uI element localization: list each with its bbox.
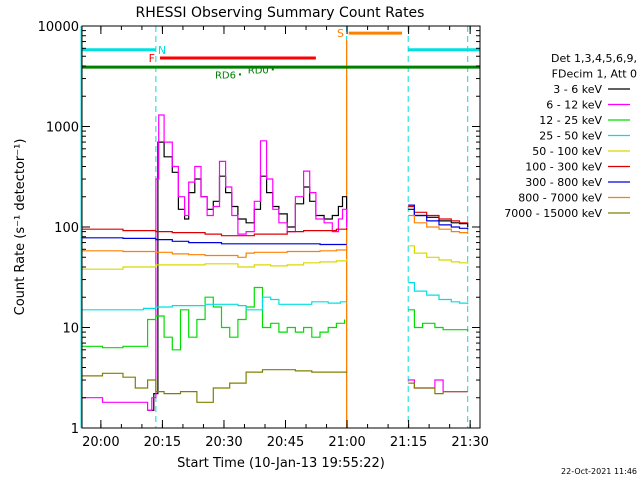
- series-line-0-seg0: [147, 141, 348, 411]
- y-tick-label: 100: [54, 221, 79, 236]
- legend-label: 300 - 800 keV: [525, 176, 602, 189]
- series-line-1-seg0: [82, 114, 348, 411]
- annotation-point: [238, 73, 241, 76]
- y-tick-label: 1: [71, 422, 79, 437]
- x-tick-label: 21:00: [328, 435, 365, 450]
- legend-label: 50 - 100 keV: [532, 145, 602, 158]
- legend-label: 7000 - 15000 keV: [504, 207, 602, 220]
- legend-label: 3 - 6 keV: [553, 83, 602, 96]
- series-line-3-seg1: [408, 282, 469, 305]
- x-tick-label: 20:15: [144, 435, 181, 450]
- y-axis-label: Count Rate (s⁻¹ detector⁻¹): [13, 139, 28, 316]
- legend-title-line: FDecim 1, Att 0: [552, 68, 637, 81]
- legend-label: 100 - 300 keV: [525, 161, 602, 174]
- y-tick-label: 1000: [46, 121, 79, 136]
- y-tick-label: 10000: [38, 20, 79, 35]
- x-tick-label: 21:30: [451, 435, 488, 450]
- chart-title: RHESSI Observing Summary Count Rates: [136, 5, 425, 21]
- series-line-3-seg0: [82, 296, 347, 311]
- annotation-bar-label: N: [158, 44, 166, 57]
- legend-label: 6 - 12 keV: [546, 99, 602, 112]
- x-axis: 20:00 20:15 20:30 20:45 21:00 21:15 21:30: [82, 26, 489, 450]
- x-tick-label: 20:00: [82, 435, 119, 450]
- plot-frame: [81, 25, 481, 429]
- series-line-5-seg0: [82, 227, 348, 237]
- annotation-point-label: RD0: [248, 65, 269, 76]
- annotation-point: [271, 68, 274, 71]
- series-line-1-seg1: [408, 379, 468, 393]
- series-line-4-seg1: [408, 245, 469, 264]
- series-line-6-seg0: [82, 237, 347, 246]
- legend-label: 12 - 25 keV: [539, 114, 602, 127]
- x-tick-label: 21:15: [390, 435, 427, 450]
- legend: Det 1,3,4,5,6,9, FDecim 1, Att 0 3 - 6 keV…: [504, 52, 637, 220]
- series-line-7-seg1: [408, 214, 469, 235]
- legend-title-line: Det 1,3,4,5,6,9,: [551, 52, 637, 65]
- legend-label: 25 - 50 keV: [539, 130, 602, 143]
- plot-area: NF S RD0 RD6: [80, 26, 480, 428]
- series-line-8-seg0: [82, 369, 348, 403]
- y-axis: 1 10 100 1000 10000: [38, 20, 480, 437]
- x-tick-label: 20:45: [267, 435, 304, 450]
- annotation-bar-label: S: [337, 27, 344, 40]
- series-line-7-seg0: [82, 249, 348, 258]
- x-tick-label: 20:30: [205, 435, 242, 450]
- y-tick-label: 10: [62, 322, 79, 337]
- series-line-4-seg0: [82, 259, 348, 270]
- series-line-2-seg0: [82, 286, 346, 351]
- series-line-2-seg1: [408, 309, 469, 332]
- x-axis-label: Start Time (10-Jan-13 19:55:22): [177, 456, 385, 471]
- footer-date: 22-Oct-2021 11:46: [561, 467, 637, 476]
- annotation-bar-label: F: [149, 52, 155, 65]
- annotation-point-label: RD6: [215, 70, 236, 81]
- series-line-8-seg1: [408, 382, 468, 395]
- legend-label: 800 - 7000 keV: [518, 192, 602, 205]
